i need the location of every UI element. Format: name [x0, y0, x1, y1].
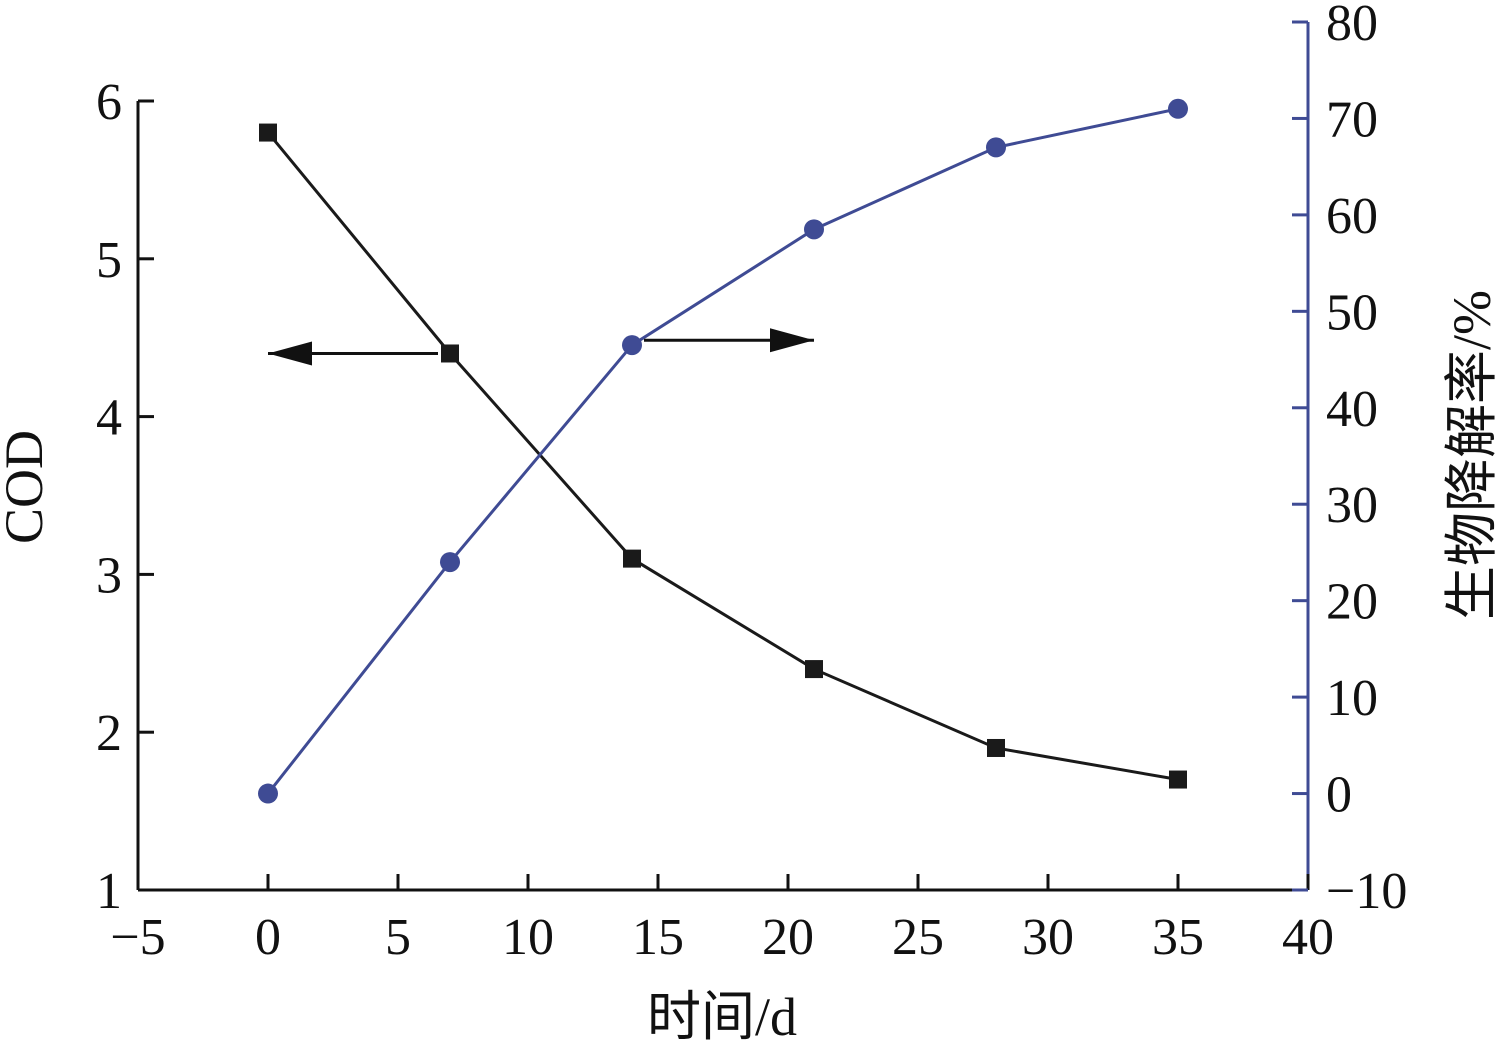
series-1-marker	[804, 219, 824, 240]
annotation-arrow-left-head	[268, 341, 312, 366]
series-0-marker	[987, 738, 1005, 757]
x-tick-label: 5	[385, 909, 411, 966]
left-y-tick-label: 3	[96, 547, 122, 604]
series-0-marker	[623, 549, 641, 568]
series-0-marker	[1169, 770, 1187, 789]
right-y-tick-label: 50	[1326, 284, 1378, 341]
series-1-line	[266, 107, 1179, 795]
right-y-axis-title: 生物降解率/%	[1442, 290, 1495, 620]
right-y-tick-label: 10	[1326, 670, 1378, 727]
x-tick-label: 25	[892, 909, 944, 966]
x-tick-label: 0	[255, 909, 281, 966]
left-y-axis-title: COD	[0, 430, 54, 544]
series-0-line	[266, 131, 1179, 782]
x-tick-label: 30	[1022, 909, 1074, 966]
series-0-marker	[259, 123, 277, 142]
series-1-marker	[622, 335, 642, 356]
series-1-marker	[440, 552, 460, 573]
right-y-tick-label: 60	[1326, 188, 1378, 245]
left-y-tick-label: 1	[96, 863, 122, 920]
right-y-tick-label: 0	[1326, 767, 1352, 824]
annotation-arrow-right-head	[770, 328, 814, 353]
left-y-tick-label: 2	[96, 705, 122, 762]
right-y-tick-label: −10	[1326, 863, 1407, 920]
series-1-marker	[258, 783, 278, 804]
x-tick-label: 35	[1152, 909, 1204, 966]
x-tick-label: 20	[762, 909, 814, 966]
left-y-tick-label: 6	[96, 74, 122, 131]
right-y-tick-label: 30	[1326, 477, 1378, 534]
right-y-tick-label: 20	[1326, 574, 1378, 631]
series-1-marker	[986, 137, 1006, 158]
right-y-tick-label: 80	[1326, 0, 1378, 52]
x-tick-label: −5	[110, 909, 165, 966]
x-axis-title: 时间/d	[647, 987, 797, 1043]
x-tick-label: 40	[1282, 909, 1334, 966]
series-0-marker	[441, 344, 459, 363]
right-y-tick-label: 70	[1326, 91, 1378, 148]
x-tick-label: 10	[502, 909, 554, 966]
series-1-marker	[1168, 98, 1188, 119]
left-y-tick-label: 4	[96, 390, 122, 447]
left-y-tick-label: 5	[96, 232, 122, 289]
series-0-marker	[805, 660, 823, 679]
x-tick-label: 15	[632, 909, 684, 966]
right-y-tick-label: 40	[1326, 381, 1378, 438]
